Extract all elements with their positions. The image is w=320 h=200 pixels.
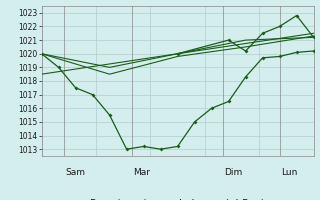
Text: Pression niveau de la mer(  hPa  ): Pression niveau de la mer( hPa ) [90,198,265,200]
Text: Sam: Sam [66,168,85,177]
Text: Dim: Dim [224,168,242,177]
Text: Lun: Lun [281,168,297,177]
Text: Mar: Mar [133,168,150,177]
